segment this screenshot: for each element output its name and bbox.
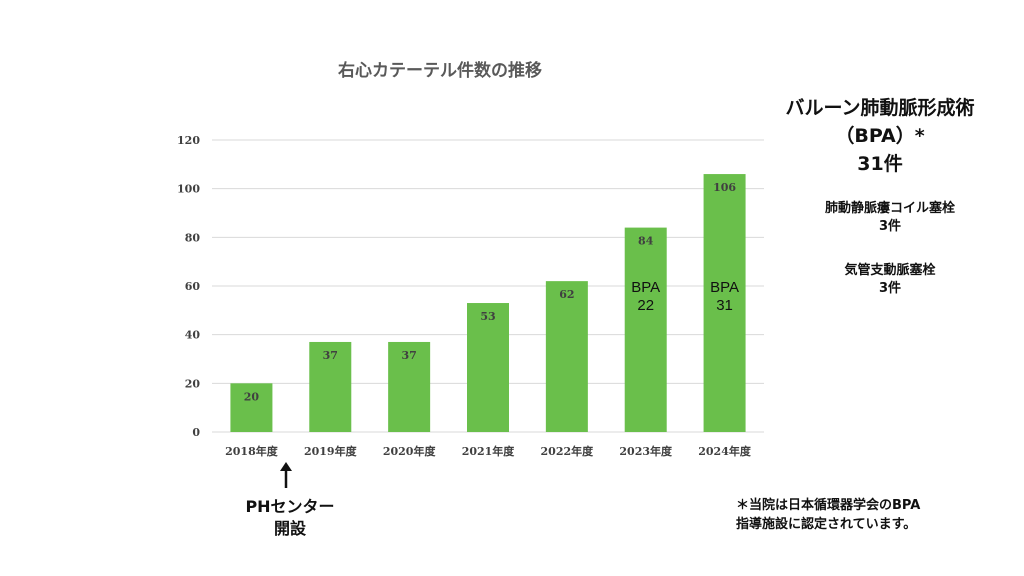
y-tick-label: 20 bbox=[185, 377, 201, 390]
bpa-total-heading: バルーン肺動脈形成術 （BPA）* 31件 bbox=[780, 94, 980, 178]
bar bbox=[309, 341, 352, 432]
bpa-heading-line3: 31件 bbox=[857, 153, 903, 175]
y-tick-label: 120 bbox=[177, 134, 200, 147]
data-label: 37 bbox=[323, 349, 338, 362]
up-arrow-icon bbox=[280, 462, 292, 488]
bar-annotation: BPA bbox=[631, 279, 660, 296]
footnote: ＊当院は日本循環器学会のBPA 指導施設に認定されています。 bbox=[736, 496, 1006, 534]
bar bbox=[703, 174, 746, 433]
y-tick-label: 0 bbox=[192, 426, 200, 439]
x-tick-label: 2022年度 bbox=[541, 444, 595, 458]
data-label: 62 bbox=[559, 288, 574, 301]
bar-annotation: 22 bbox=[637, 297, 654, 314]
bars bbox=[230, 174, 746, 433]
coil-embolization-note: 肺動静脈瘻コイル塞栓 3件 bbox=[800, 200, 980, 236]
bar-annotation: BPA bbox=[710, 279, 739, 296]
x-tick-label: 2021年度 bbox=[462, 444, 516, 458]
bar-annotation: 31 bbox=[716, 297, 733, 314]
bar bbox=[467, 303, 509, 432]
bar bbox=[230, 383, 273, 432]
coil-embolization-count: 3件 bbox=[878, 219, 902, 234]
footnote-line2: 指導施設に認定されています。 bbox=[736, 517, 917, 532]
bpa-heading-line1: バルーン肺動脈形成術 bbox=[785, 97, 975, 119]
x-tick-label: 2023年度 bbox=[619, 444, 673, 458]
x-tick-label: 2024年度 bbox=[698, 444, 752, 458]
y-tick-label: 40 bbox=[185, 329, 201, 342]
y-tick-label: 100 bbox=[177, 183, 200, 196]
footnote-line1: ＊当院は日本循環器学会のBPA bbox=[736, 498, 921, 513]
x-tick-label: 2019年度 bbox=[304, 444, 358, 458]
bronchial-embolization-label: 気管支動脈塞栓 bbox=[844, 263, 936, 278]
ph-center-line1: PHセンター bbox=[245, 497, 335, 516]
y-tick-label: 60 bbox=[185, 280, 201, 293]
data-label: 106 bbox=[713, 181, 736, 194]
bronchial-embolization-note: 気管支動脈塞栓 3件 bbox=[800, 262, 980, 298]
data-label: 53 bbox=[480, 310, 495, 323]
ph-center-line2: 開設 bbox=[273, 519, 306, 538]
x-tick-label: 2018年度 bbox=[225, 444, 279, 458]
bar bbox=[388, 341, 431, 432]
labels: 0 20 40 60 80 100 120 20 2018年度 37 2019年度 37 2020年度 5… bbox=[177, 134, 752, 458]
data-label: 84 bbox=[638, 235, 654, 248]
x-tick-label: 2020年度 bbox=[383, 444, 437, 458]
bpa-heading-line2: （BPA）* bbox=[835, 125, 925, 147]
ph-center-label: PHセンター 開設 bbox=[230, 496, 350, 540]
bar bbox=[624, 227, 667, 432]
bronchial-embolization-count: 3件 bbox=[878, 281, 902, 296]
data-label: 37 bbox=[401, 349, 416, 362]
data-label: 20 bbox=[244, 390, 260, 403]
bar bbox=[545, 281, 588, 432]
coil-embolization-label: 肺動静脈瘻コイル塞栓 bbox=[824, 201, 955, 216]
y-tick-label: 80 bbox=[185, 231, 201, 244]
chart-title: 右心カテーテル件数の推移 bbox=[338, 61, 542, 81]
